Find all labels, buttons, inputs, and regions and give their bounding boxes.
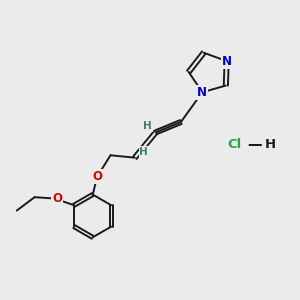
Text: N: N (222, 55, 232, 68)
Text: H: H (143, 122, 152, 131)
Text: —: — (247, 136, 261, 152)
Text: N: N (197, 86, 207, 99)
Text: H: H (265, 138, 276, 151)
Text: H: H (140, 147, 148, 157)
Text: Cl: Cl (228, 138, 242, 151)
Text: O: O (52, 192, 62, 205)
Text: O: O (92, 170, 102, 183)
